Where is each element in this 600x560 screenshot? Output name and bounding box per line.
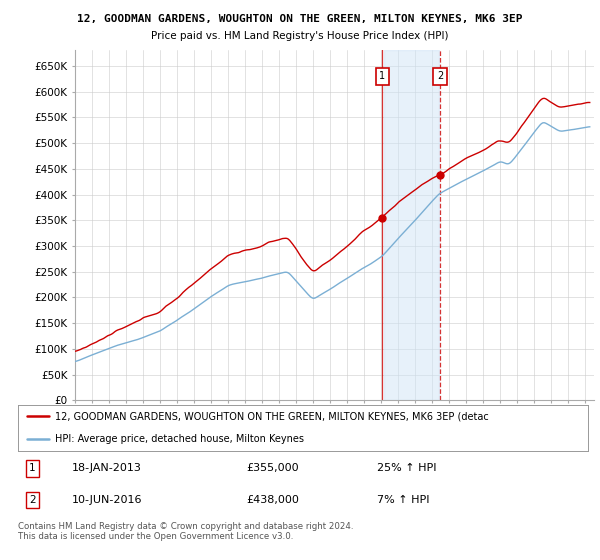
Text: 1: 1 (379, 71, 385, 81)
Text: HPI: Average price, detached house, Milton Keynes: HPI: Average price, detached house, Milt… (55, 435, 304, 444)
Text: 2: 2 (437, 71, 443, 81)
Text: 7% ↑ HPI: 7% ↑ HPI (377, 495, 430, 505)
Text: 12, GOODMAN GARDENS, WOUGHTON ON THE GREEN, MILTON KEYNES, MK6 3EP (detac: 12, GOODMAN GARDENS, WOUGHTON ON THE GRE… (55, 412, 489, 421)
Text: 10-JUN-2016: 10-JUN-2016 (72, 495, 143, 505)
Text: £355,000: £355,000 (246, 464, 299, 473)
Text: 2: 2 (29, 495, 35, 505)
Text: 12, GOODMAN GARDENS, WOUGHTON ON THE GREEN, MILTON KEYNES, MK6 3EP: 12, GOODMAN GARDENS, WOUGHTON ON THE GRE… (77, 14, 523, 24)
Text: Contains HM Land Registry data © Crown copyright and database right 2024.
This d: Contains HM Land Registry data © Crown c… (18, 522, 353, 542)
Text: 25% ↑ HPI: 25% ↑ HPI (377, 464, 437, 473)
Text: Price paid vs. HM Land Registry's House Price Index (HPI): Price paid vs. HM Land Registry's House … (151, 31, 449, 41)
Text: 18-JAN-2013: 18-JAN-2013 (72, 464, 142, 473)
Text: 1: 1 (29, 464, 35, 473)
Text: £438,000: £438,000 (246, 495, 299, 505)
